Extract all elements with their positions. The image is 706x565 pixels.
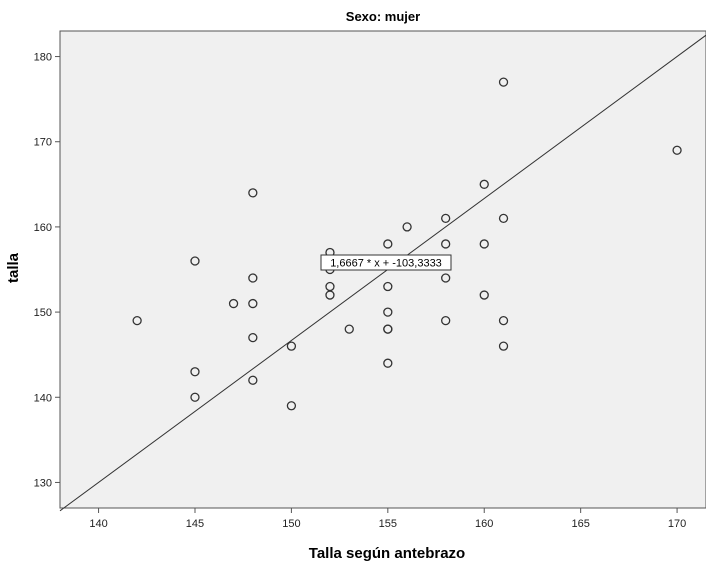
y-axis-label: talla <box>5 252 22 283</box>
data-point <box>248 298 258 309</box>
x-tick-label: 165 <box>571 518 589 530</box>
scatter-points <box>132 77 682 411</box>
data-point <box>383 358 393 368</box>
data-point <box>344 324 354 334</box>
data-point <box>190 392 200 402</box>
data-point <box>441 273 451 283</box>
data-point <box>248 188 258 198</box>
data-point <box>383 307 393 317</box>
chart-title: Sexo: mujer <box>346 9 420 24</box>
data-point <box>248 273 258 283</box>
y-tick-label: 150 <box>34 307 52 319</box>
data-point <box>479 179 489 189</box>
y-tick-label: 170 <box>34 137 52 149</box>
data-point <box>498 77 509 87</box>
data-point <box>190 256 200 266</box>
x-tick-label: 170 <box>668 518 686 530</box>
x-tick-label: 150 <box>282 518 300 530</box>
data-point <box>498 315 509 326</box>
y-tick-label: 180 <box>34 52 52 64</box>
data-point <box>248 332 258 343</box>
data-point <box>498 341 509 351</box>
x-axis-label: Talla según antebrazo <box>309 545 465 562</box>
data-point <box>402 222 412 232</box>
data-point <box>498 213 509 224</box>
regression-line <box>59 34 706 512</box>
y-tick-label: 160 <box>34 222 52 234</box>
data-point <box>479 290 489 300</box>
data-point <box>479 239 489 249</box>
data-point <box>286 401 297 411</box>
data-point <box>132 315 142 326</box>
data-point <box>228 298 239 309</box>
equation-box-frame <box>320 254 452 271</box>
x-tick-label: 160 <box>475 518 493 530</box>
data-point <box>325 290 335 300</box>
data-point <box>441 213 451 224</box>
y-axis: 130 140 150 160 170 180 <box>34 52 60 489</box>
data-point <box>383 239 393 249</box>
data-point <box>672 145 682 155</box>
x-tick-label: 145 <box>186 518 204 530</box>
y-tick-label: 130 <box>34 477 52 489</box>
data-point <box>441 315 451 326</box>
data-point <box>383 324 393 334</box>
equation-box: 1,6667 * x + -103,3333 <box>320 254 452 271</box>
data-point <box>248 375 258 385</box>
equation-label: 1,6667 * x + -103,3333 <box>330 258 442 270</box>
y-tick-label: 140 <box>34 392 52 404</box>
data-point <box>383 281 393 292</box>
data-point <box>190 367 200 377</box>
x-tick-label: 155 <box>379 518 397 530</box>
data-point <box>441 239 451 249</box>
x-tick-label: 140 <box>89 518 107 530</box>
x-axis: 140 145 150 155 160 165 170 <box>89 508 686 530</box>
data-point <box>286 341 297 351</box>
